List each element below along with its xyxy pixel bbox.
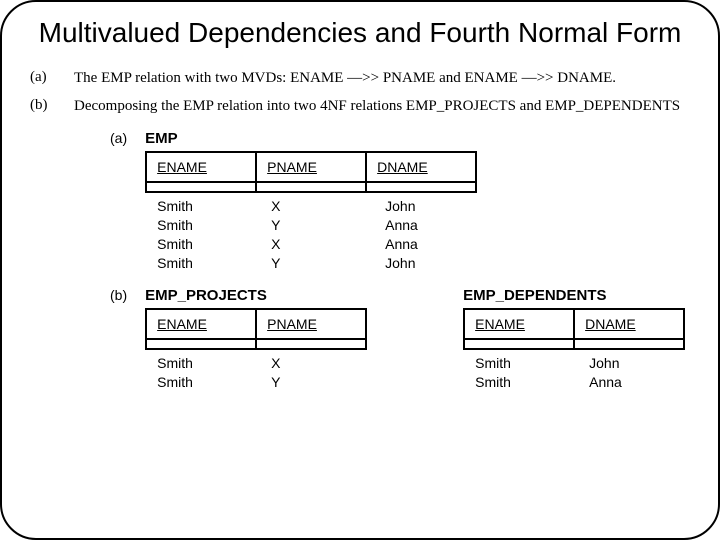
table-cell: John	[373, 254, 487, 273]
description-text: Decomposing the EMP relation into two 4N…	[74, 96, 690, 116]
table-row: SmithX	[145, 354, 373, 373]
description-label: (a)	[30, 68, 74, 86]
table-cell: John	[373, 197, 487, 216]
table-cell: Y	[259, 216, 373, 235]
table-cell: Anna	[577, 373, 691, 392]
column-header: DNAME	[574, 309, 684, 339]
description-text: The EMP relation with two MVDs: ENAME —>…	[74, 68, 690, 88]
emp-dependents-block: EMP_DEPENDENTS ENAMEDNAME SmithJohnSmith…	[463, 287, 691, 392]
column-header: ENAME	[146, 309, 256, 339]
column-header: PNAME	[256, 309, 366, 339]
table-cell: Y	[259, 254, 373, 273]
table-row: SmithXJohn	[145, 197, 487, 216]
emp-projects-block: EMP_PROJECTS ENAMEPNAME SmithXSmithY	[145, 287, 373, 392]
description-label: (b)	[30, 96, 74, 114]
emp-projects-table: ENAMEPNAME	[145, 308, 367, 350]
emp-dependents-title: EMP_DEPENDENTS	[463, 287, 691, 304]
figure-area: (a) EMP ENAMEPNAMEDNAME SmithXJohnSmithY…	[30, 130, 690, 405]
emp-dependents-table: ENAMEDNAME	[463, 308, 685, 350]
table-row: SmithYJohn	[145, 254, 487, 273]
column-header: ENAME	[146, 152, 256, 182]
figure-b-label: (b)	[110, 287, 127, 303]
description-list: (a) The EMP relation with two MVDs: ENAM…	[30, 68, 690, 117]
figure-a-label: (a)	[110, 130, 127, 146]
figure-a: (a) EMP ENAMEPNAMEDNAME SmithXJohnSmithY…	[110, 130, 690, 287]
table-cell: Smith	[145, 354, 259, 373]
description-item: (b) Decomposing the EMP relation into tw…	[30, 96, 690, 116]
table-cell: Y	[259, 373, 373, 392]
table-cell: Smith	[145, 254, 259, 273]
emp-table-rows: SmithXJohnSmithYAnnaSmithXAnnaSmithYJohn	[145, 197, 487, 273]
table-row: SmithAnna	[463, 373, 691, 392]
table-row: SmithXAnna	[145, 235, 487, 254]
emp-table-block: EMP ENAMEPNAMEDNAME SmithXJohnSmithYAnna…	[145, 130, 487, 273]
table-cell: X	[259, 235, 373, 254]
column-header: PNAME	[256, 152, 366, 182]
table-cell: Smith	[145, 235, 259, 254]
emp-table: ENAMEPNAMEDNAME	[145, 151, 477, 193]
column-header: ENAME	[464, 309, 574, 339]
table-cell: X	[259, 197, 373, 216]
table-cell: Anna	[373, 235, 487, 254]
slide-title: Multivalued Dependencies and Fourth Norm…	[30, 16, 690, 50]
table-row: SmithJohn	[463, 354, 691, 373]
table-row: SmithY	[145, 373, 373, 392]
slide-frame: Multivalued Dependencies and Fourth Norm…	[0, 0, 720, 540]
emp-projects-rows: SmithXSmithY	[145, 354, 373, 392]
table-row: SmithYAnna	[145, 216, 487, 235]
figure-b-tables: EMP_PROJECTS ENAMEPNAME SmithXSmithY EMP…	[145, 287, 691, 406]
table-cell: X	[259, 354, 373, 373]
table-cell: Anna	[373, 216, 487, 235]
emp-dependents-rows: SmithJohnSmithAnna	[463, 354, 691, 392]
figure-b: (b) EMP_PROJECTS ENAMEPNAME SmithXSmithY…	[110, 287, 690, 406]
table-cell: Smith	[145, 216, 259, 235]
table-cell: Smith	[463, 354, 577, 373]
emp-projects-title: EMP_PROJECTS	[145, 287, 373, 304]
emp-table-title: EMP	[145, 130, 487, 147]
table-cell: Smith	[145, 197, 259, 216]
column-header: DNAME	[366, 152, 476, 182]
table-cell: Smith	[145, 373, 259, 392]
table-cell: John	[577, 354, 691, 373]
description-item: (a) The EMP relation with two MVDs: ENAM…	[30, 68, 690, 88]
table-cell: Smith	[463, 373, 577, 392]
